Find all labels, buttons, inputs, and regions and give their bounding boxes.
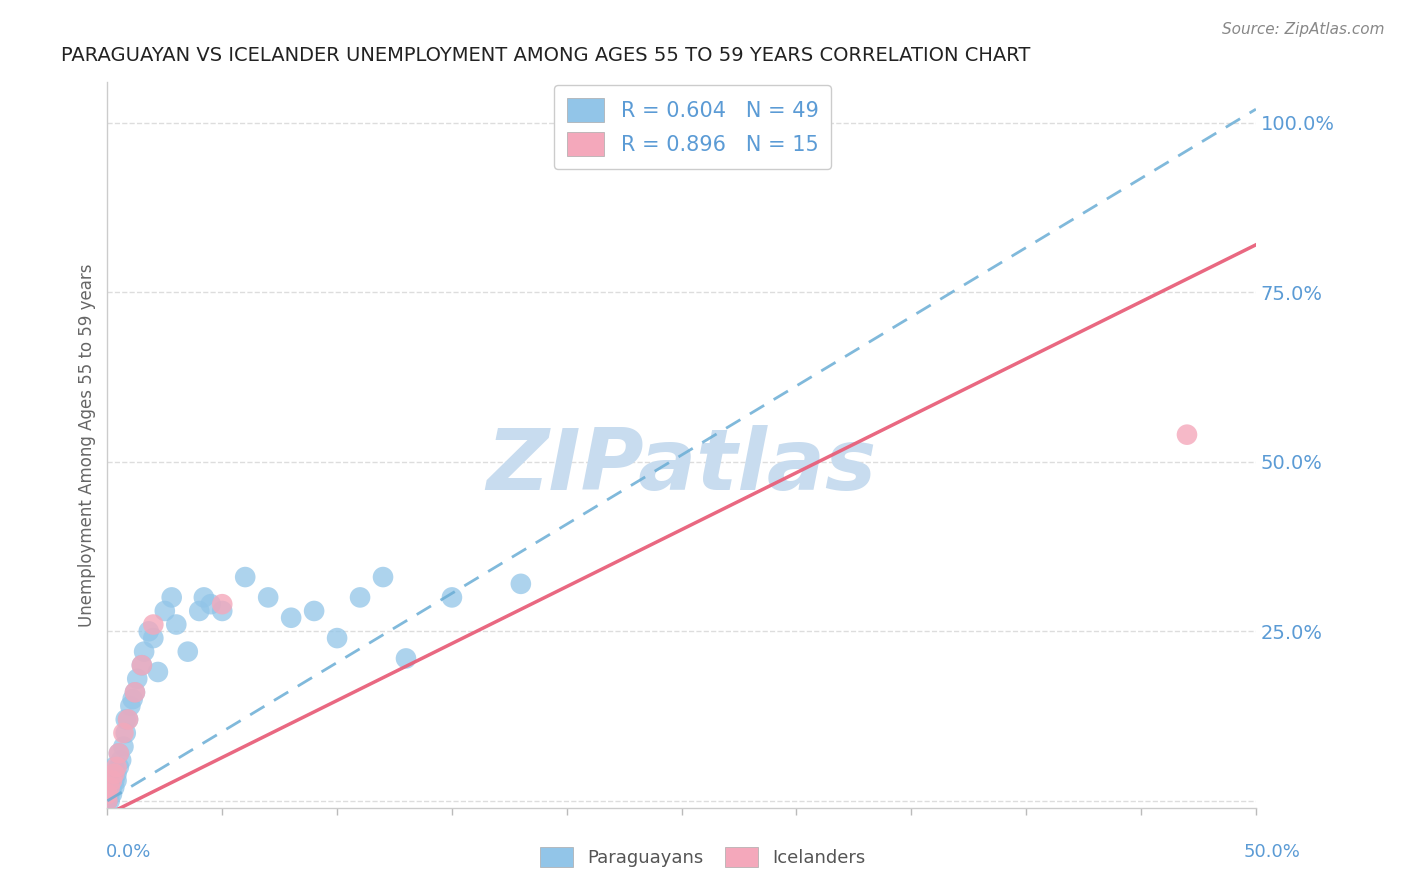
Point <box>110 753 132 767</box>
Point <box>98 794 121 808</box>
Point <box>193 591 215 605</box>
Legend: Paraguayans, Icelanders: Paraguayans, Icelanders <box>533 839 873 874</box>
Point <box>108 760 131 774</box>
Point <box>211 604 233 618</box>
Point <box>146 665 169 679</box>
Legend: R = 0.604   N = 49, R = 0.896   N = 15: R = 0.604 N = 49, R = 0.896 N = 15 <box>554 86 831 169</box>
Point <box>96 794 118 808</box>
Point <box>302 604 325 618</box>
Point <box>96 787 118 801</box>
Point <box>112 739 135 754</box>
Point <box>101 787 124 801</box>
Point <box>440 591 463 605</box>
Point <box>105 766 128 780</box>
Point <box>101 773 124 788</box>
Point <box>153 604 176 618</box>
Point <box>124 685 146 699</box>
Point <box>134 645 156 659</box>
Point <box>188 604 211 618</box>
Point <box>127 672 149 686</box>
Point <box>138 624 160 639</box>
Point <box>101 780 124 795</box>
Y-axis label: Unemployment Among Ages 55 to 59 years: Unemployment Among Ages 55 to 59 years <box>79 263 96 626</box>
Text: 0.0%: 0.0% <box>105 843 150 861</box>
Point <box>112 726 135 740</box>
Point <box>326 631 349 645</box>
Point <box>98 780 121 795</box>
Text: 50.0%: 50.0% <box>1244 843 1301 861</box>
Point <box>280 611 302 625</box>
Point <box>98 787 121 801</box>
Point <box>124 685 146 699</box>
Point <box>509 577 531 591</box>
Point <box>142 631 165 645</box>
Point <box>165 617 187 632</box>
Point <box>117 713 139 727</box>
Point <box>114 713 136 727</box>
Text: Source: ZipAtlas.com: Source: ZipAtlas.com <box>1222 22 1385 37</box>
Point <box>121 692 143 706</box>
Point <box>114 726 136 740</box>
Point <box>108 747 131 761</box>
Point <box>98 780 121 795</box>
Text: ZIPatlas: ZIPatlas <box>486 425 877 508</box>
Point <box>120 698 142 713</box>
Point <box>108 747 131 761</box>
Point <box>131 658 153 673</box>
Point <box>740 116 762 130</box>
Point <box>257 591 280 605</box>
Point <box>349 591 371 605</box>
Point <box>131 658 153 673</box>
Point <box>96 794 118 808</box>
Point <box>103 766 125 780</box>
Point <box>96 780 118 795</box>
Point <box>103 780 125 795</box>
Point <box>117 713 139 727</box>
Point <box>371 570 394 584</box>
Point <box>1175 427 1198 442</box>
Point <box>211 597 233 611</box>
Text: PARAGUAYAN VS ICELANDER UNEMPLOYMENT AMONG AGES 55 TO 59 YEARS CORRELATION CHART: PARAGUAYAN VS ICELANDER UNEMPLOYMENT AMO… <box>62 46 1031 65</box>
Point <box>103 773 125 788</box>
Point <box>233 570 256 584</box>
Point <box>105 760 128 774</box>
Point <box>103 760 125 774</box>
Point <box>96 787 118 801</box>
Point <box>160 591 183 605</box>
Point <box>177 645 200 659</box>
Point <box>96 794 118 808</box>
Point <box>105 773 128 788</box>
Point <box>142 617 165 632</box>
Point <box>200 597 222 611</box>
Point <box>395 651 418 665</box>
Point <box>101 773 124 788</box>
